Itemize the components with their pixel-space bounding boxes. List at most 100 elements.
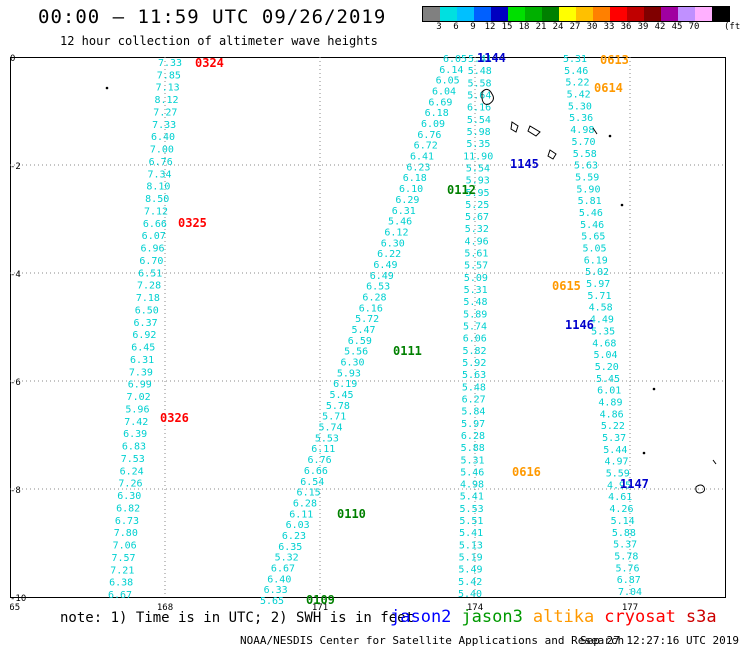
swh-value: 6.69	[428, 97, 452, 108]
swh-value: 5.42	[567, 90, 591, 101]
island-outline	[527, 125, 541, 137]
legend-level-label: 42	[654, 22, 666, 32]
swh-value: 5.95	[465, 188, 489, 199]
swh-value: 6.04	[432, 87, 456, 98]
swh-value: 11.90	[463, 151, 493, 162]
legend-level-label: 33	[603, 22, 615, 32]
swh-value: 5.04	[594, 350, 618, 361]
swh-value: 5.20	[595, 362, 619, 373]
swh-value: 6.19	[584, 255, 608, 266]
swh-value: 7.02	[127, 392, 151, 403]
swh-value: 5.67	[465, 212, 489, 223]
swh-value: 6.14	[439, 65, 463, 76]
swh-value: 4.89	[598, 397, 622, 408]
swh-value: 5.63	[462, 370, 486, 381]
legend-level-label: 12	[484, 22, 496, 32]
legend-level-label: 24	[552, 22, 564, 32]
swh-value: 6.67	[271, 563, 295, 574]
swh-value: 6.30	[117, 491, 141, 502]
swh-value: 6.22	[377, 249, 401, 260]
swh-value: 5.64	[467, 90, 491, 101]
swh-value: 6.24	[120, 466, 144, 477]
swh-value: 5.71	[587, 291, 611, 302]
swh-value: 4.58	[589, 303, 613, 314]
legend-level-label: 70	[688, 22, 700, 32]
swh-value: 5.90	[576, 184, 600, 195]
swh-value: 5.37	[613, 540, 637, 551]
pass-time-label: 0324	[195, 56, 224, 70]
pass-time-label: 0614	[594, 81, 623, 95]
island-outline	[481, 88, 494, 105]
swh-value: 6.40	[267, 574, 291, 585]
legend-swatch	[508, 7, 525, 21]
swh-value: 5.02	[585, 267, 609, 278]
swh-value: 5.89	[463, 309, 487, 320]
swh-value: 4.98	[570, 125, 594, 136]
satellite-legend: jason2 jason3 altika cryosat s3a	[390, 607, 727, 627]
satellite-name-cryosat: cryosat	[604, 607, 676, 627]
swh-value: 5.54	[467, 115, 491, 126]
swh-value: 5.57	[464, 261, 488, 272]
legend-swatch	[491, 7, 508, 21]
swh-value: 7.80	[114, 528, 138, 539]
swh-value: 7.33	[158, 58, 182, 69]
legend-level-label: 18	[518, 22, 530, 32]
swh-value: 5.31	[563, 54, 587, 65]
swh-value: 5.46	[579, 208, 603, 219]
legend-level-label: 45	[671, 22, 683, 32]
swh-value: 6.41	[410, 152, 434, 163]
note-text: note: 1) Time is in UTC; 2) SWH is in fe…	[60, 610, 415, 626]
legend-swatch	[525, 7, 542, 21]
swh-value: 7.57	[111, 553, 135, 564]
legend-level-label: 30	[586, 22, 598, 32]
swh-value: 5.49	[458, 565, 482, 576]
swh-value: 5.92	[462, 358, 486, 369]
swh-value: 5.59	[606, 469, 630, 480]
legend-level-label: 3	[436, 22, 442, 32]
swh-value: 4.98	[460, 480, 484, 491]
legend-level-label: 21	[535, 22, 547, 32]
lat-tick-label: -4	[10, 270, 21, 280]
swh-value: 7.53	[121, 454, 145, 465]
island-dot	[652, 387, 656, 391]
swh-value: 6.38	[109, 578, 133, 589]
pass-time-label: 0616	[512, 465, 541, 479]
swh-value: 6.82	[116, 503, 140, 514]
swh-value: 5.37	[602, 433, 626, 444]
swh-value: 6.59	[348, 336, 372, 347]
swh-value: 6.10	[399, 184, 423, 195]
legend-level-label: 6	[453, 22, 459, 32]
lon-tick-label: 165	[10, 603, 20, 610]
swh-value: 6.45	[131, 343, 155, 354]
swh-value: 7.28	[137, 281, 161, 292]
swh-value: 5.35	[466, 139, 490, 150]
swh-value: 5.97	[586, 279, 610, 290]
swh-value: 6.29	[395, 195, 419, 206]
swh-value: 5.36	[569, 113, 593, 124]
legend-swatch	[559, 7, 576, 21]
swh-value: 5.47	[351, 325, 375, 336]
legend-swatch	[627, 7, 644, 21]
swh-value: 7.27	[153, 107, 177, 118]
swh-value: 5.41	[460, 492, 484, 503]
island-dot	[642, 451, 646, 455]
wave-height-map: 1651681711741770-2-4-6-8-107.337.857.138…	[10, 51, 726, 610]
swh-value: 6.72	[414, 141, 438, 152]
swh-value: 5.45	[596, 374, 620, 385]
swh-value: 5.88	[612, 528, 636, 539]
swh-value: 5.93	[337, 368, 361, 379]
island-outline	[547, 149, 557, 160]
swh-value: 5.93	[466, 176, 490, 187]
legend-swatch	[457, 7, 474, 21]
swh-value: 6.96	[141, 244, 165, 255]
map-subtitle: 12 hour collection of altimeter wave hei…	[60, 34, 378, 48]
swh-value: 6.35	[278, 542, 302, 553]
swh-value: 5.41	[459, 528, 483, 539]
swh-value: 5.32	[465, 224, 489, 235]
legend-swatch	[440, 7, 457, 21]
swh-value: 5.63	[574, 161, 598, 172]
lat-tick-label: -10	[10, 594, 26, 604]
swh-value: 5.59	[575, 172, 599, 183]
swh-value: 7.42	[124, 417, 148, 428]
swh-value: 5.61	[464, 249, 488, 260]
